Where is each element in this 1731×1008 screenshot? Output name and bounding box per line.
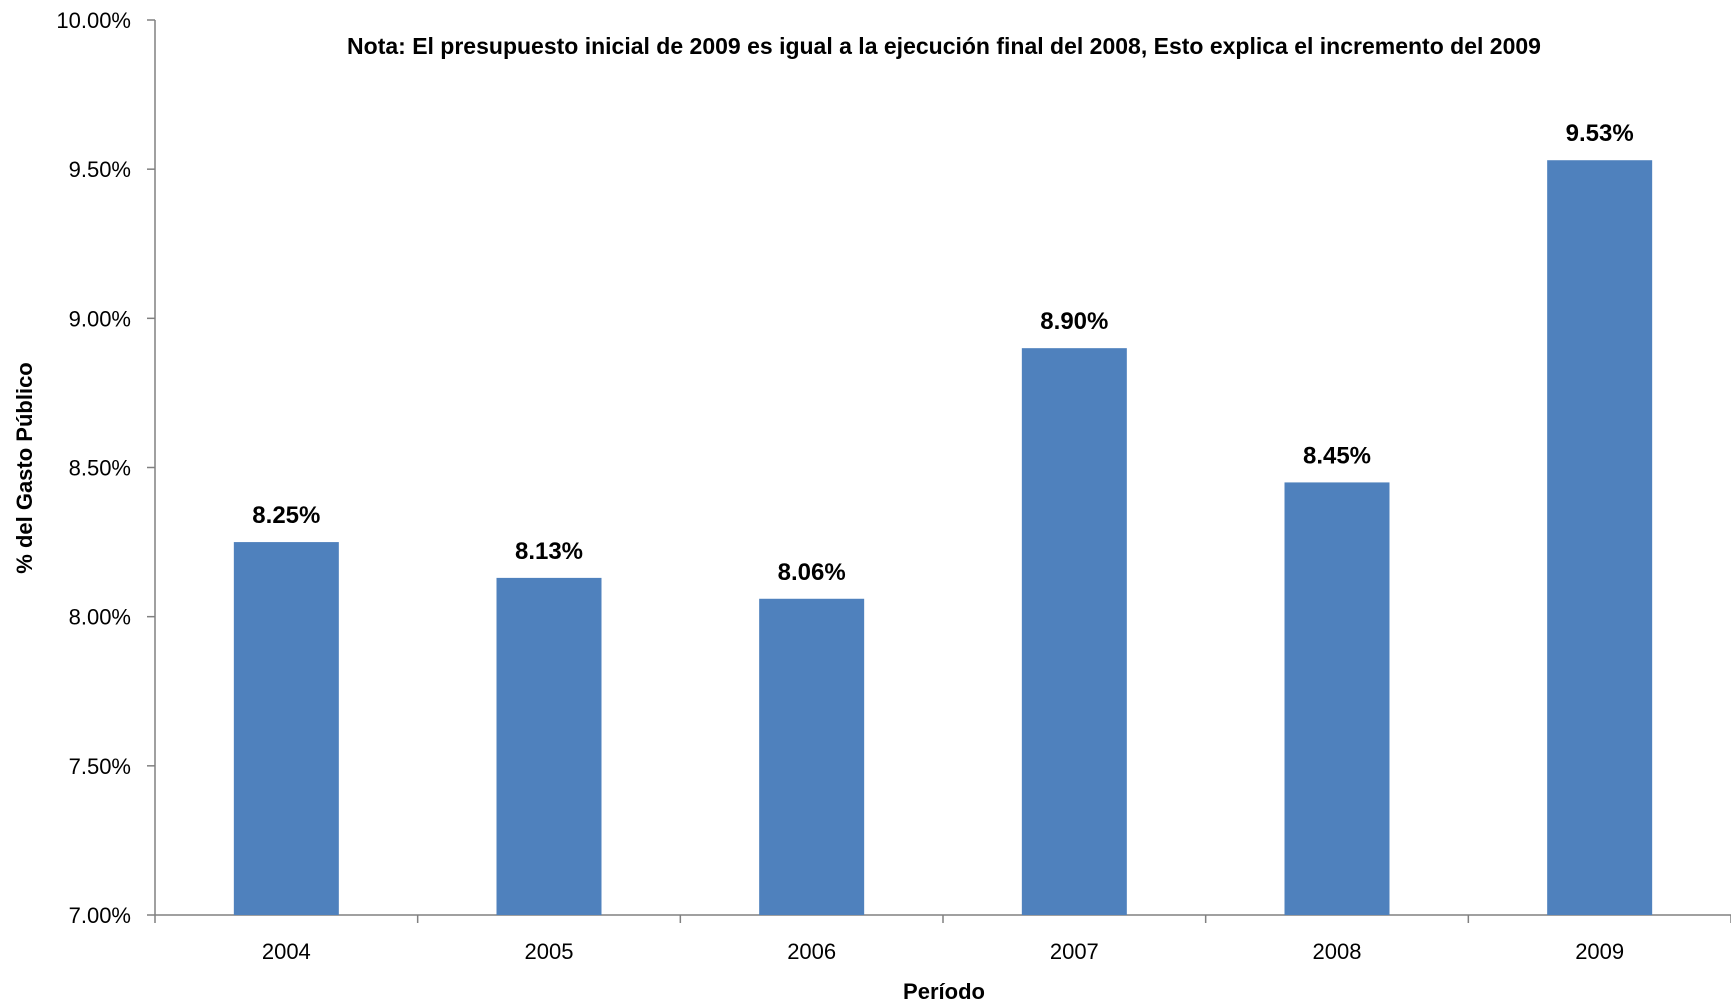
y-tick-label: 7.50%: [69, 754, 131, 779]
x-tick-label: 2006: [787, 939, 836, 964]
y-tick-label: 7.00%: [69, 903, 131, 928]
data-label-2009: 9.53%: [1566, 120, 1634, 147]
data-label-2007: 8.90%: [1040, 308, 1108, 335]
bar-2006: [759, 598, 865, 915]
bars: [233, 160, 1653, 916]
data-label-2008: 8.45%: [1303, 442, 1371, 469]
chart-title: Nota: El presupuesto inicial de 2009 es …: [347, 33, 1541, 59]
x-axis-ticks: 2004 2005 2006 2007 2008 2009: [154, 915, 1731, 964]
x-tick-label: 2009: [1575, 939, 1624, 964]
y-tick-label: 10.00%: [56, 8, 131, 33]
bar-2009: [1547, 160, 1653, 915]
bar-2005: [496, 577, 602, 915]
data-label-2004: 8.25%: [252, 502, 320, 529]
axes: [154, 20, 1731, 916]
y-tick-label: 8.00%: [69, 605, 131, 630]
x-tick-label: 2005: [525, 939, 574, 964]
data-label-2006: 8.06%: [778, 559, 846, 586]
y-tick-label: 8.50%: [69, 456, 131, 481]
bar-2004: [233, 542, 339, 915]
bar-2007: [1021, 348, 1127, 916]
data-label-2005: 8.13%: [515, 538, 583, 565]
x-tick-label: 2008: [1313, 939, 1362, 964]
y-axis-title: % del Gasto Público: [12, 362, 37, 573]
y-tick-label: 9.00%: [69, 306, 131, 331]
data-labels: 8.25% 8.13% 8.06% 8.90% 8.45% 9.53%: [252, 120, 1633, 586]
x-tick-label: 2004: [262, 939, 311, 964]
x-tick-label: 2007: [1050, 939, 1099, 964]
bar-2008: [1284, 482, 1390, 915]
y-axis-ticks: 7.00% 7.50% 8.00% 8.50% 9.00% 9.50% 10.00%: [56, 8, 155, 928]
x-axis-title: Período: [903, 979, 985, 1003]
y-tick-label: 9.50%: [69, 157, 131, 182]
